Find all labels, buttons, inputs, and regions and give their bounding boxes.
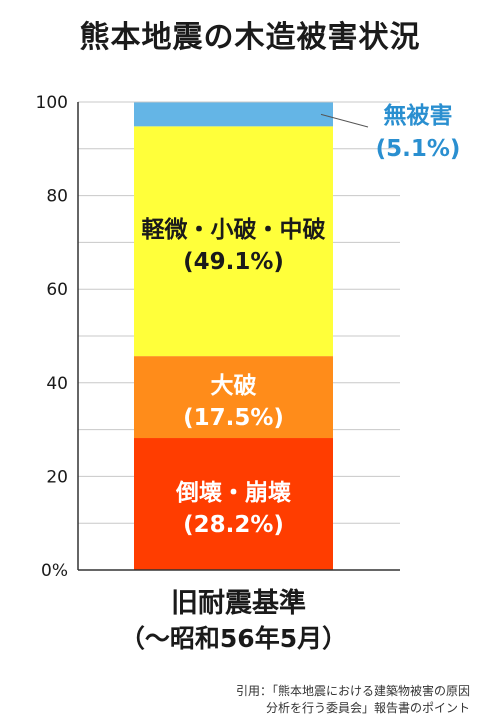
x-category-label: 旧耐震基準 [171, 587, 306, 619]
segment-name-label: 無被害 [384, 102, 453, 129]
segment-name-label: 大破 [211, 372, 257, 399]
segment-percent-label: (49.1%) [183, 249, 284, 275]
chart-title: 熊本地震の木造被害状況 [79, 20, 421, 55]
y-tick-label: 20 [46, 467, 68, 487]
segment-name-label: 倒壊・崩壊 [175, 479, 291, 506]
segment-percent-label: (28.2%) [183, 512, 284, 538]
source-line-2: 分析を行う委員会」報告書のポイント [265, 701, 470, 715]
bar-segment [134, 126, 333, 357]
segment-percent-label: (17.5%) [183, 405, 284, 431]
x-category-sublabel: （～昭和56年5月） [120, 624, 347, 653]
y-tick-label: 80 [46, 187, 68, 207]
y-tick-label: 40 [46, 374, 68, 394]
leader-line [320, 113, 369, 128]
segment-percent-label: (5.1%) [376, 136, 461, 162]
y-tick-label: 0% [41, 561, 68, 581]
y-tick-label: 60 [46, 280, 68, 300]
bar-segment [134, 438, 333, 570]
bar-segment [134, 356, 333, 439]
segment-name-label: 軽微・小破・中破 [142, 216, 326, 243]
source-line-1: 引用：「熊本地震における建築物被害の原因 [235, 684, 470, 698]
source-citation: 引用：「熊本地震における建築物被害の原因 分析を行う委員会」報告書のポイント [236, 683, 470, 717]
y-tick-label: 100 [36, 93, 68, 113]
bar-segment [134, 102, 333, 127]
